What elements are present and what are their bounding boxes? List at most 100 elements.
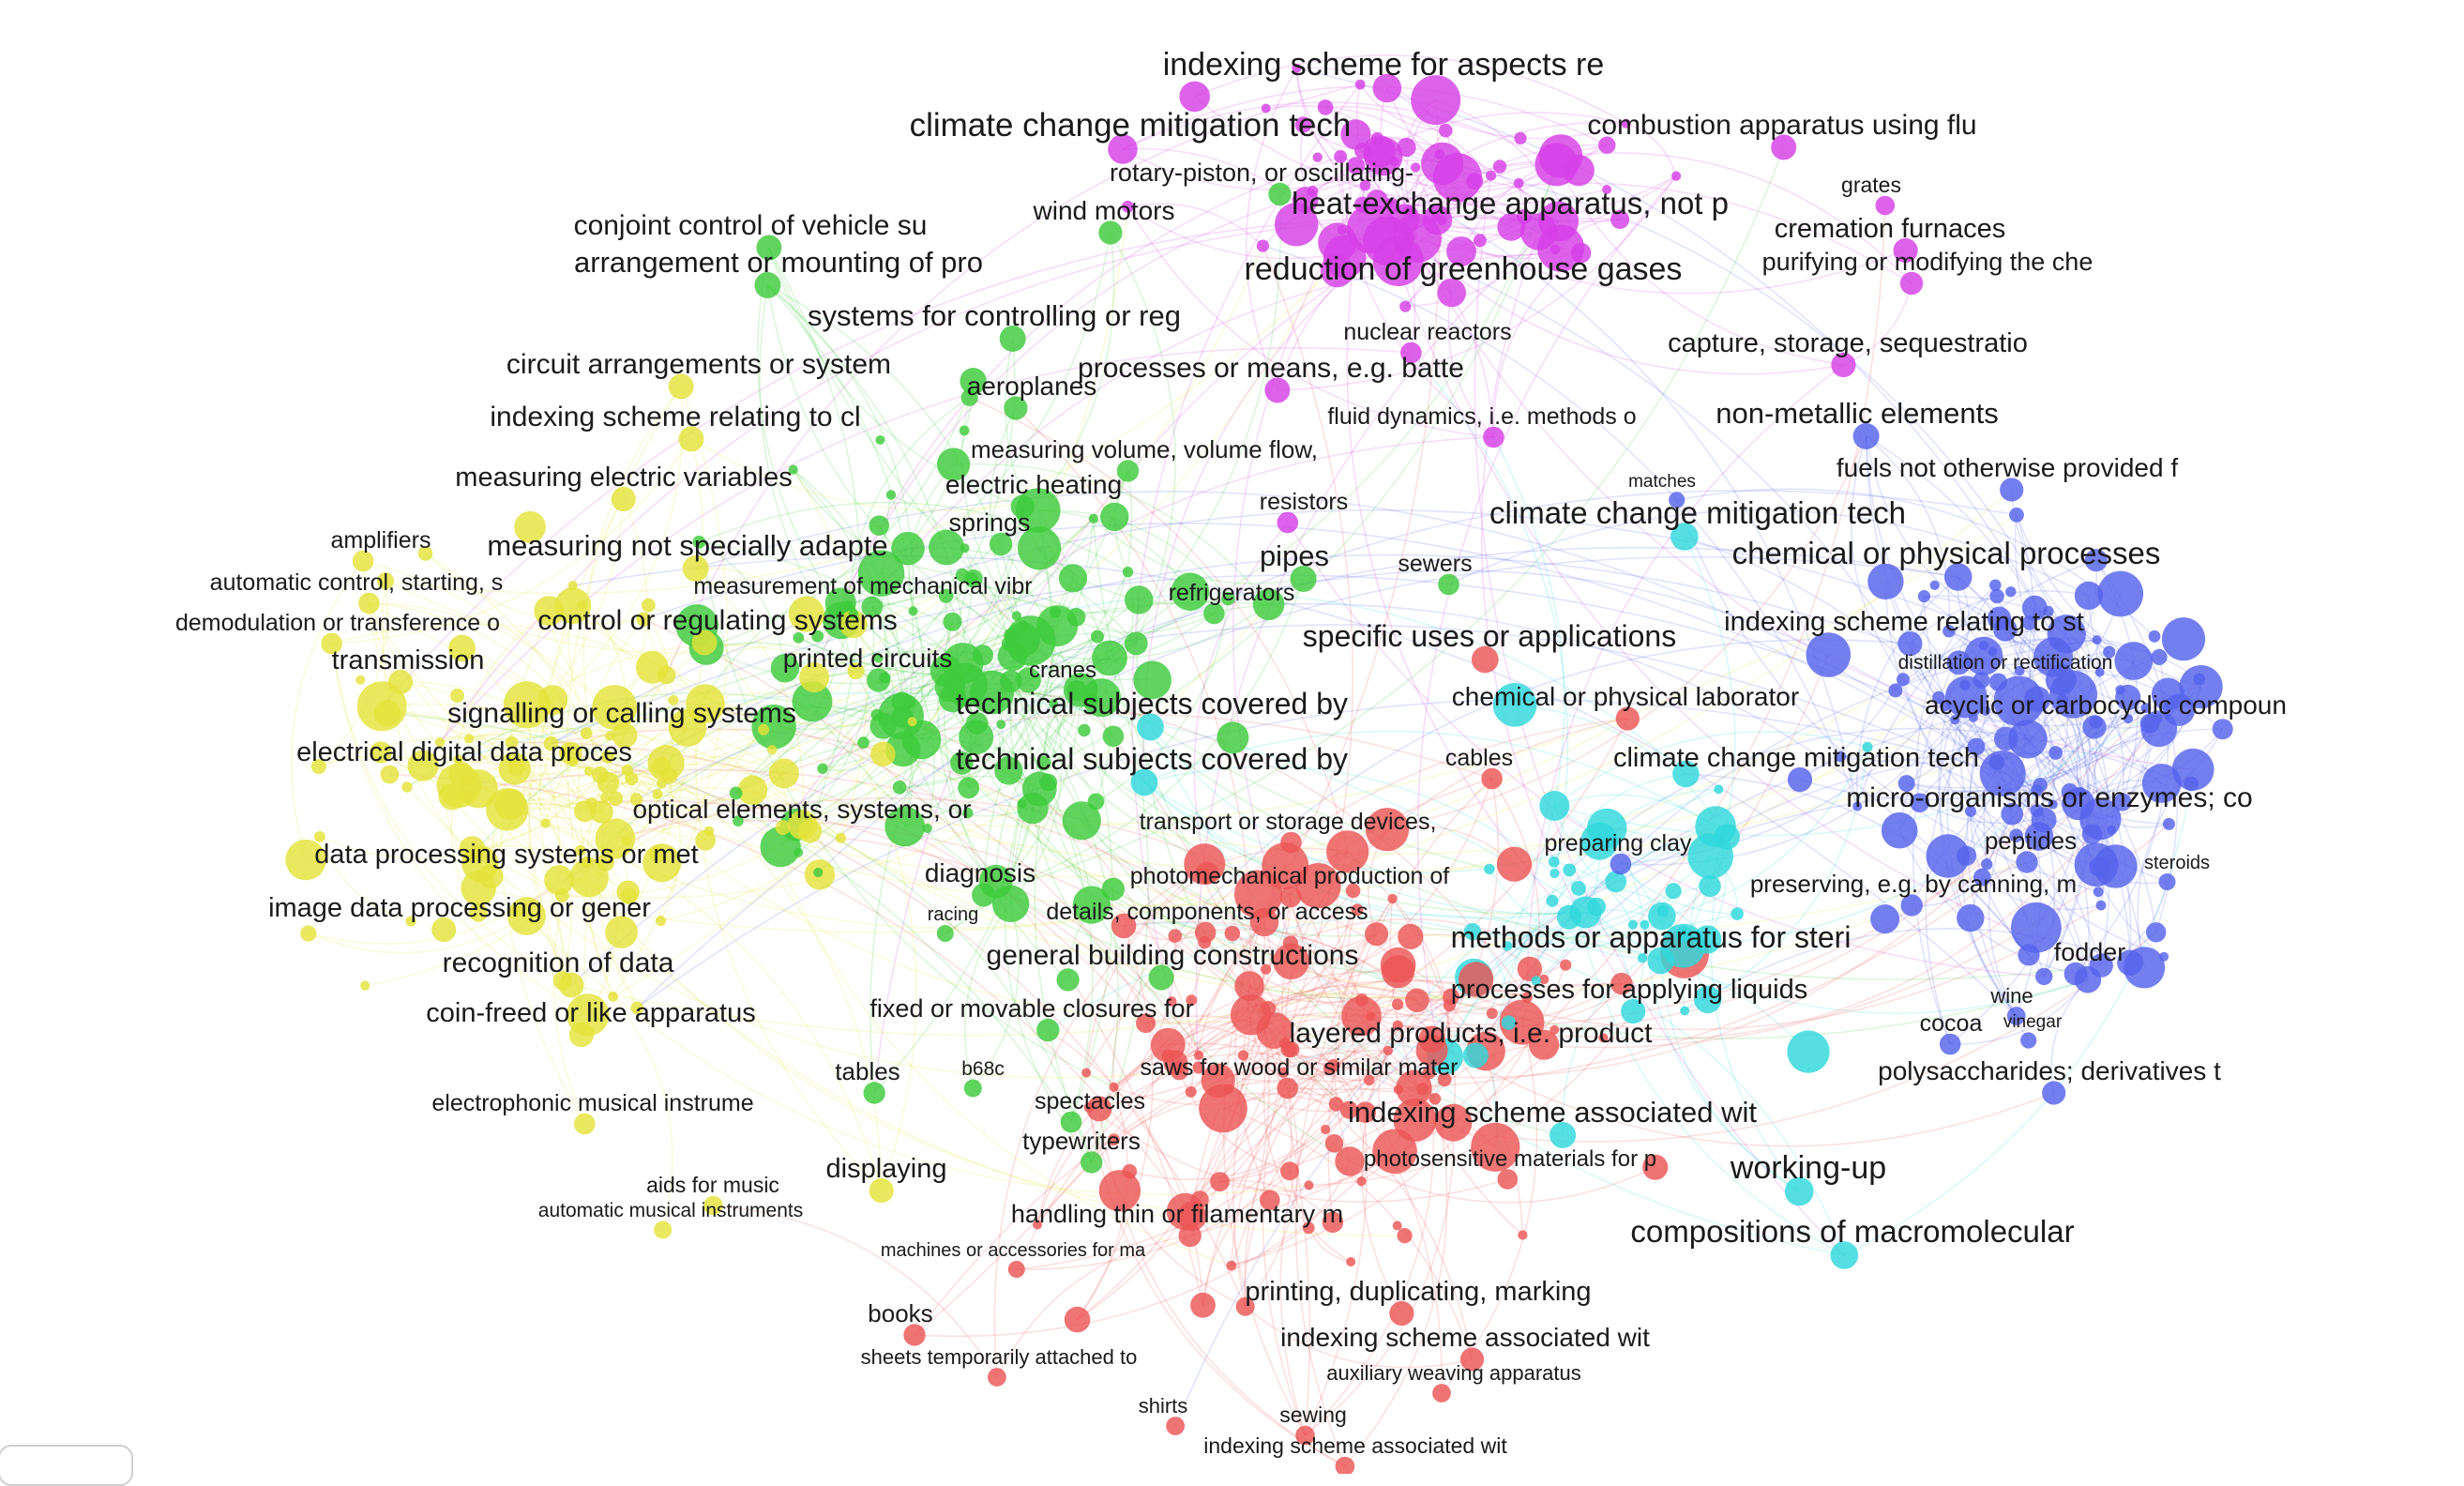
network-node[interactable] xyxy=(1605,871,1627,893)
node-label[interactable]: transmission xyxy=(332,645,485,675)
node-label[interactable]: signalling or calling systems xyxy=(447,698,796,729)
network-node[interactable] xyxy=(994,756,1023,785)
network-node[interactable] xyxy=(1186,994,1198,1007)
network-node[interactable] xyxy=(729,786,743,800)
network-node[interactable] xyxy=(1422,1066,1436,1080)
network-node[interactable] xyxy=(1136,1013,1156,1034)
network-node[interactable] xyxy=(636,612,651,627)
network-node[interactable] xyxy=(1439,123,1453,138)
network-node[interactable] xyxy=(1950,715,1960,725)
network-node[interactable] xyxy=(1198,935,1212,949)
network-node[interactable] xyxy=(1345,883,1361,899)
network-node[interactable] xyxy=(1060,1111,1082,1133)
network-node[interactable] xyxy=(654,1221,673,1239)
network-node[interactable] xyxy=(605,731,615,741)
network-node[interactable] xyxy=(1122,1163,1138,1179)
node-label[interactable]: systems for controlling or reg xyxy=(808,299,1181,332)
network-node[interactable] xyxy=(908,606,918,616)
node-label[interactable]: photosensitive materials for p xyxy=(1364,1146,1656,1172)
network-node[interactable] xyxy=(544,865,574,895)
network-node[interactable] xyxy=(1393,1084,1403,1095)
network-node[interactable] xyxy=(902,695,916,709)
network-node[interactable] xyxy=(1066,680,1087,701)
network-node[interactable] xyxy=(1326,830,1369,873)
node-label[interactable]: sewers xyxy=(1398,551,1472,577)
network-node[interactable] xyxy=(959,425,970,436)
network-node[interactable] xyxy=(1302,1221,1315,1235)
network-node[interactable] xyxy=(1392,1020,1403,1031)
network-node[interactable] xyxy=(1166,1417,1185,1435)
network-node[interactable] xyxy=(863,1082,885,1104)
network-node[interactable] xyxy=(620,887,638,905)
network-node[interactable] xyxy=(574,844,586,857)
node-label[interactable]: sewing xyxy=(1279,1403,1347,1427)
network-node[interactable] xyxy=(1517,956,1543,981)
node-label[interactable]: distillation or rectification xyxy=(1898,652,2113,674)
corner-widget[interactable] xyxy=(0,1445,133,1486)
network-node[interactable] xyxy=(999,670,1022,693)
network-node[interactable] xyxy=(1466,173,1484,190)
network-node[interactable] xyxy=(861,596,883,618)
network-node[interactable] xyxy=(1881,811,1918,849)
network-node[interactable] xyxy=(560,746,572,758)
network-node[interactable] xyxy=(2148,629,2161,643)
network-node[interactable] xyxy=(847,662,865,680)
network-node[interactable] xyxy=(1364,1074,1375,1086)
network-node[interactable] xyxy=(1563,863,1577,877)
network-node[interactable] xyxy=(552,971,572,991)
network-node[interactable] xyxy=(1092,640,1127,676)
network-node[interactable] xyxy=(1987,606,2012,630)
network-node[interactable] xyxy=(2035,967,2053,986)
network-node[interactable] xyxy=(2158,873,2176,890)
network-node[interactable] xyxy=(1384,198,1395,208)
network-node[interactable] xyxy=(1549,1122,1577,1148)
network-node[interactable] xyxy=(285,839,326,881)
network-node[interactable] xyxy=(1016,667,1041,693)
network-node[interactable] xyxy=(1064,1306,1091,1333)
network-node[interactable] xyxy=(1171,572,1210,612)
node-label[interactable]: refrigerators xyxy=(1169,580,1295,606)
node-label[interactable]: racing xyxy=(928,904,978,925)
network-node[interactable] xyxy=(2001,802,2023,826)
network-node[interactable] xyxy=(1036,1018,1060,1042)
network-node[interactable] xyxy=(2042,1081,2066,1105)
network-node[interactable] xyxy=(1835,751,1846,763)
network-node[interactable] xyxy=(1899,271,1924,296)
network-node[interactable] xyxy=(1217,721,1249,754)
network-node[interactable] xyxy=(1049,699,1059,709)
network-node[interactable] xyxy=(1411,162,1421,173)
network-node[interactable] xyxy=(313,830,325,842)
network-node[interactable] xyxy=(585,797,598,810)
network-node[interactable] xyxy=(469,902,488,922)
network-node[interactable] xyxy=(2061,782,2079,801)
network-node[interactable] xyxy=(1018,526,1062,570)
network-node[interactable] xyxy=(1549,244,1561,255)
network-node[interactable] xyxy=(1571,881,1586,896)
network-node[interactable] xyxy=(1058,564,1088,593)
network-node[interactable] xyxy=(1598,136,1616,154)
network-node[interactable] xyxy=(1610,210,1630,229)
network-node[interactable] xyxy=(355,675,366,685)
node-label[interactable]: electrical digital data proces xyxy=(296,737,632,767)
network-node[interactable] xyxy=(2123,714,2134,724)
network-node[interactable] xyxy=(1007,1261,1025,1278)
network-node[interactable] xyxy=(885,490,897,500)
network-node[interactable] xyxy=(2008,720,2048,759)
network-node[interactable] xyxy=(1560,959,1572,971)
network-node[interactable] xyxy=(1396,1069,1432,1107)
network-node[interactable] xyxy=(377,572,395,590)
network-node[interactable] xyxy=(2009,508,2024,523)
network-node[interactable] xyxy=(1261,103,1271,114)
network-node[interactable] xyxy=(2151,648,2168,666)
network-node[interactable] xyxy=(999,326,1026,352)
node-label[interactable]: nuclear reactors xyxy=(1343,319,1511,345)
network-node[interactable] xyxy=(1471,645,1499,674)
network-node[interactable] xyxy=(1320,253,1354,288)
node-label[interactable]: printed circuits xyxy=(783,644,953,673)
node-label[interactable]: conjoint control of vehicle su xyxy=(574,210,928,241)
network-node[interactable] xyxy=(507,758,525,776)
network-node[interactable] xyxy=(1370,131,1384,145)
network-node[interactable] xyxy=(1178,1223,1202,1248)
network-node[interactable] xyxy=(1122,567,1134,578)
network-node[interactable] xyxy=(1897,630,1923,657)
